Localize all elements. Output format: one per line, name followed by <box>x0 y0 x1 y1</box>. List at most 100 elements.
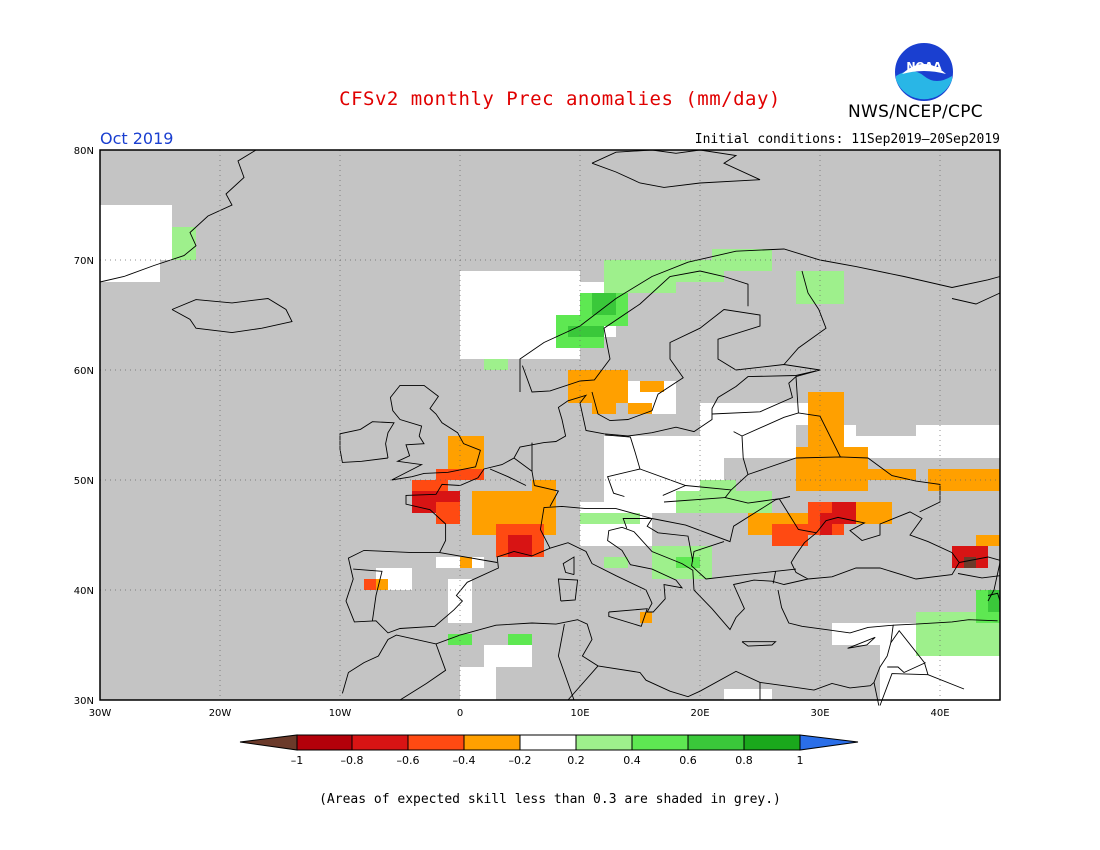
anomaly-cell <box>832 502 856 524</box>
noaa-logo-icon: NOAA <box>893 41 955 103</box>
coastline <box>772 571 777 584</box>
colorbar-label: –0.6 <box>397 754 420 767</box>
coastline <box>663 497 726 503</box>
anomaly-cell <box>820 513 832 535</box>
colorbar-swatch <box>351 734 409 751</box>
anomaly-cell <box>748 403 820 425</box>
anomaly-cell <box>604 557 628 568</box>
anomaly-cell <box>436 502 460 524</box>
lon-tick-label: 30E <box>810 708 829 719</box>
coastline <box>747 456 941 513</box>
coastline <box>951 292 1001 305</box>
anomaly-cell <box>592 392 616 414</box>
coastlines <box>99 149 1001 706</box>
anomaly-cell <box>796 271 844 304</box>
coastline <box>879 673 965 706</box>
coastline <box>389 384 481 481</box>
coastline <box>887 662 926 674</box>
colorbar <box>239 734 859 751</box>
coastline <box>987 562 1001 602</box>
coastline <box>521 270 749 393</box>
anomaly-cell <box>640 612 652 623</box>
anomaly-cell <box>532 480 556 502</box>
coastline <box>99 149 257 283</box>
anomaly-cell <box>508 535 532 557</box>
coastline <box>567 665 599 701</box>
lon-tick-label: 30W <box>89 708 112 719</box>
lon-tick-label: 40E <box>930 708 949 719</box>
coastline <box>489 468 527 486</box>
coastline <box>562 556 575 576</box>
colorbar-swatch <box>575 734 633 751</box>
anomaly-cell <box>448 634 472 645</box>
coastline <box>893 619 998 626</box>
anomaly-cell <box>928 469 1000 491</box>
colorbar-swatch <box>463 734 521 751</box>
anomaly-cells <box>100 205 1000 700</box>
coastline <box>622 518 652 529</box>
coastline <box>534 485 560 507</box>
anomaly-cell <box>808 392 844 447</box>
colorbar-swatch <box>631 734 689 751</box>
anomaly-cell <box>484 645 532 667</box>
lat-tick-label: 80N <box>74 146 94 157</box>
coastline <box>741 641 777 647</box>
coastline <box>557 578 579 602</box>
initial-conditions: Initial conditions: 11Sep2019–20Sep2019 <box>694 132 1000 147</box>
lon-tick-label: 10W <box>329 708 352 719</box>
lon-tick-label: 20W <box>209 708 232 719</box>
coastline <box>847 636 876 649</box>
coastline <box>795 369 821 413</box>
anomaly-cell <box>856 502 892 524</box>
anomaly-cell <box>796 447 868 491</box>
coastline <box>513 457 535 486</box>
coastline <box>439 552 498 563</box>
anomaly-cell <box>676 557 700 568</box>
anomaly-cell <box>712 249 772 271</box>
anomaly-cell <box>988 590 1000 612</box>
coastline <box>724 489 817 534</box>
coastline <box>662 485 686 496</box>
anomaly-cell <box>676 491 772 513</box>
colorbar-label: –0.8 <box>341 754 364 767</box>
coastline <box>957 573 1001 579</box>
coastline <box>339 421 395 463</box>
anomaly-cell <box>508 634 532 645</box>
anomaly-cell <box>364 579 376 590</box>
lat-tick-label: 40N <box>74 586 94 597</box>
noaa-logo-text: NOAA <box>906 60 942 73</box>
lat-tick-label: 60N <box>74 366 94 377</box>
lat-tick-label: 70N <box>74 256 94 267</box>
coastline <box>353 568 383 621</box>
agency-label: NWS/NCEP/CPC <box>848 102 983 122</box>
anomaly-cell <box>772 524 808 546</box>
lat-tick-label: 30N <box>74 696 94 707</box>
colorbar-label: 0.4 <box>623 754 641 767</box>
anomaly-cell <box>580 513 640 524</box>
anomaly-cell <box>592 293 616 315</box>
coastline <box>519 248 1001 392</box>
coastline <box>608 608 648 627</box>
map-panel <box>99 149 1001 706</box>
colorbar-label: –0.4 <box>453 754 476 767</box>
coastline <box>646 518 694 562</box>
coastline <box>399 643 447 701</box>
coastline <box>959 556 1001 563</box>
forecast-month: Oct 2019 <box>100 129 174 148</box>
coastline <box>691 541 735 580</box>
anomaly-cell <box>172 227 196 260</box>
colorbar-swatch <box>743 734 801 751</box>
lon-tick-label: 0 <box>457 708 463 719</box>
coastline <box>171 298 293 334</box>
anomaly-cell <box>640 381 664 392</box>
axis-ticks: 30W 20W 10W 0 10E 20E 30E 40E 30N 40N 50… <box>74 146 950 719</box>
lat-tick-label: 50N <box>74 476 94 487</box>
graticule <box>100 150 1000 700</box>
colorbar-label: 0.2 <box>567 754 585 767</box>
coastline <box>557 624 575 701</box>
anomaly-cell <box>460 557 472 568</box>
colorbar-swatch <box>296 734 353 751</box>
coastline <box>783 270 827 365</box>
anomaly-cell <box>436 469 484 480</box>
coastline <box>987 592 1001 602</box>
